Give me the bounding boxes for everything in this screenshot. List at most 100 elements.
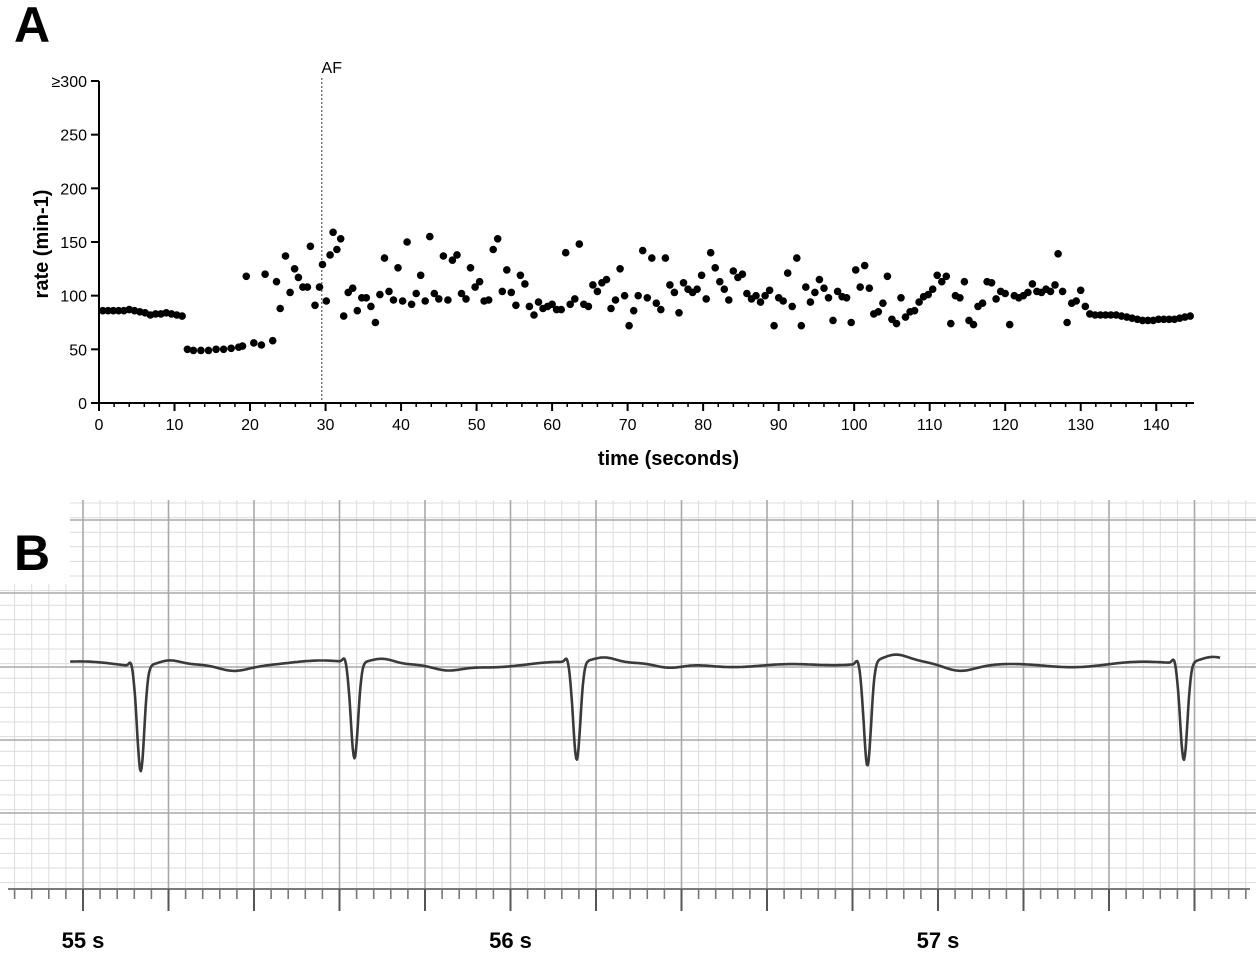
rate-point	[1072, 297, 1080, 305]
rate-point	[987, 279, 996, 287]
rate-point	[743, 289, 751, 298]
rate-point	[851, 266, 860, 274]
rate-point	[765, 286, 774, 295]
rate-point	[679, 279, 688, 287]
rate-point	[250, 339, 258, 347]
ecg-time-ruler	[8, 888, 1250, 911]
rate-point	[860, 261, 869, 270]
rate-point	[602, 275, 611, 284]
rate-point	[367, 302, 375, 311]
rate-point	[566, 300, 574, 309]
rate-point	[322, 297, 331, 305]
rate-point	[525, 302, 534, 311]
rate-point	[421, 297, 430, 305]
y-tick-label: 0	[78, 396, 87, 413]
rate-point	[371, 318, 380, 327]
rate-point	[430, 289, 439, 298]
x-tick-label: 30	[317, 417, 335, 434]
rate-point	[466, 264, 475, 272]
y-tick-label: 200	[60, 181, 87, 198]
rate-point	[530, 311, 538, 319]
rate-point	[571, 295, 579, 303]
y-tick-label: 50	[69, 342, 87, 359]
rate-point	[439, 252, 448, 260]
rate-point	[910, 306, 919, 315]
rate-point	[493, 235, 502, 243]
rate-point	[1063, 318, 1071, 327]
x-tick-label: 20	[241, 417, 259, 434]
rate-point	[311, 301, 319, 310]
rate-point	[1051, 281, 1059, 289]
y-tick-label: 100	[60, 289, 87, 306]
rate-point	[634, 291, 642, 300]
rate-point	[793, 254, 801, 262]
rate-point	[462, 295, 470, 303]
rate-point	[625, 321, 633, 330]
af-annotation: AF	[321, 60, 342, 403]
rate-point	[697, 271, 706, 280]
rate-point	[611, 296, 620, 304]
rate-point	[197, 346, 205, 355]
rate-point	[575, 240, 584, 248]
rate-point	[227, 344, 235, 353]
rate-point	[503, 266, 511, 274]
rate-point	[693, 285, 701, 294]
rate-point	[416, 271, 425, 280]
y-tick-label: 150	[60, 235, 87, 252]
rate-point	[1186, 312, 1194, 320]
rate-point	[99, 306, 107, 315]
rate-point	[1160, 315, 1168, 324]
rate-point	[412, 289, 421, 298]
x-tick-label: 110	[917, 417, 943, 434]
rate-point	[938, 277, 946, 286]
rate-point	[648, 254, 656, 262]
rate-point	[389, 296, 398, 304]
rate-point	[842, 294, 851, 302]
rate-point	[489, 245, 498, 254]
rate-point	[471, 283, 479, 291]
x-tick-label: 50	[468, 417, 486, 434]
rate-point	[1001, 289, 1009, 298]
rate-point	[779, 297, 787, 305]
rate-point	[362, 294, 371, 302]
rate-point	[303, 283, 312, 291]
rate-point	[281, 252, 290, 260]
rate-point	[435, 295, 443, 303]
x-tick-label: 60	[543, 417, 561, 434]
rate-point	[276, 304, 285, 313]
rate-point	[729, 267, 738, 275]
rate-point	[802, 283, 810, 291]
ecg-time-label: 55 s	[62, 928, 105, 953]
rate-point	[318, 260, 327, 269]
rate-point	[1058, 287, 1067, 296]
rate-point	[815, 275, 824, 284]
rate-point	[561, 248, 570, 257]
rate-point	[865, 284, 874, 293]
rate-point	[1076, 286, 1085, 295]
rate-point	[666, 281, 674, 289]
rate-point	[219, 345, 228, 354]
ecg-time-label: 57 s	[917, 928, 960, 953]
panel-b-letter-backdrop	[0, 494, 70, 584]
y-axis-label: rate (min-1)	[31, 190, 53, 299]
rate-point	[657, 305, 665, 314]
rate-point	[315, 283, 324, 291]
rate-point	[407, 300, 416, 309]
rate-point	[1101, 311, 1110, 319]
panel-b-letter: B	[14, 525, 50, 581]
rate-point	[824, 294, 833, 302]
rate-point	[589, 281, 597, 289]
ecg-time-label: 56 s	[489, 928, 532, 953]
rate-point	[238, 342, 247, 350]
rate-point	[548, 300, 556, 309]
rate-point	[702, 295, 710, 303]
rate-point	[892, 319, 901, 328]
rate-point	[286, 288, 294, 297]
rate-point	[879, 299, 887, 308]
rate-point	[924, 290, 932, 299]
rate-point	[290, 265, 299, 273]
rate-point	[484, 296, 493, 304]
rate-point	[1091, 311, 1099, 319]
rate-point	[448, 256, 457, 265]
